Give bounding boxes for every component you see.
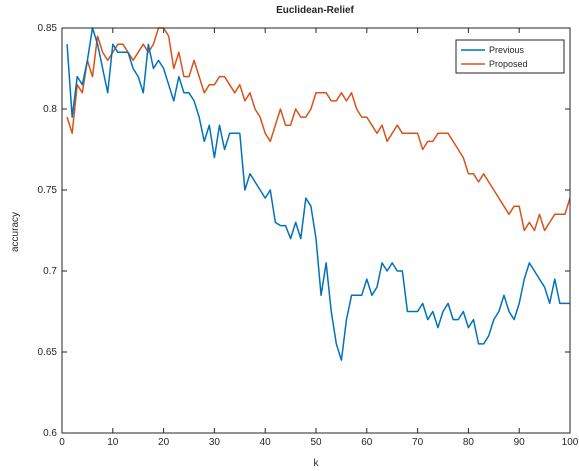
y-tick-label: 0.85 xyxy=(38,23,58,34)
x-tick-label: 70 xyxy=(412,437,424,448)
x-tick-label: 50 xyxy=(310,437,322,448)
x-tick-label: 100 xyxy=(562,437,579,448)
legend-box xyxy=(455,39,565,74)
plot-frame xyxy=(61,27,571,434)
chart-title: Euclidean-Relief xyxy=(276,5,354,16)
x-tick-label: 90 xyxy=(514,437,526,448)
x-tick-label: 60 xyxy=(361,437,373,448)
x-axis-ticks: 0 10 20 30 40 50 60 70 80 90 100 xyxy=(59,28,579,448)
x-tick-label: 40 xyxy=(260,437,272,448)
legend-label-proposed: Proposed xyxy=(489,59,528,69)
y-tick-label: 0.65 xyxy=(38,347,58,358)
x-tick-label: 10 xyxy=(107,437,119,448)
legend: Previous Proposed xyxy=(455,39,565,74)
series-line-previous xyxy=(66,27,570,361)
y-tick-label: 0.8 xyxy=(43,104,57,115)
x-tick-label: 30 xyxy=(209,437,221,448)
x-axis-label: k xyxy=(314,458,320,469)
legend-label-previous: Previous xyxy=(489,45,525,55)
x-tick-label: 20 xyxy=(158,437,170,448)
series-layer xyxy=(66,27,571,361)
y-tick-label: 0.7 xyxy=(43,266,57,277)
y-tick-label: 0.6 xyxy=(43,428,57,439)
y-tick-label: 0.75 xyxy=(38,185,58,196)
x-tick-label: 0 xyxy=(59,437,65,448)
series-line-proposed xyxy=(66,27,571,232)
y-axis-label: accuracy xyxy=(10,212,21,252)
x-tick-label: 80 xyxy=(463,437,475,448)
